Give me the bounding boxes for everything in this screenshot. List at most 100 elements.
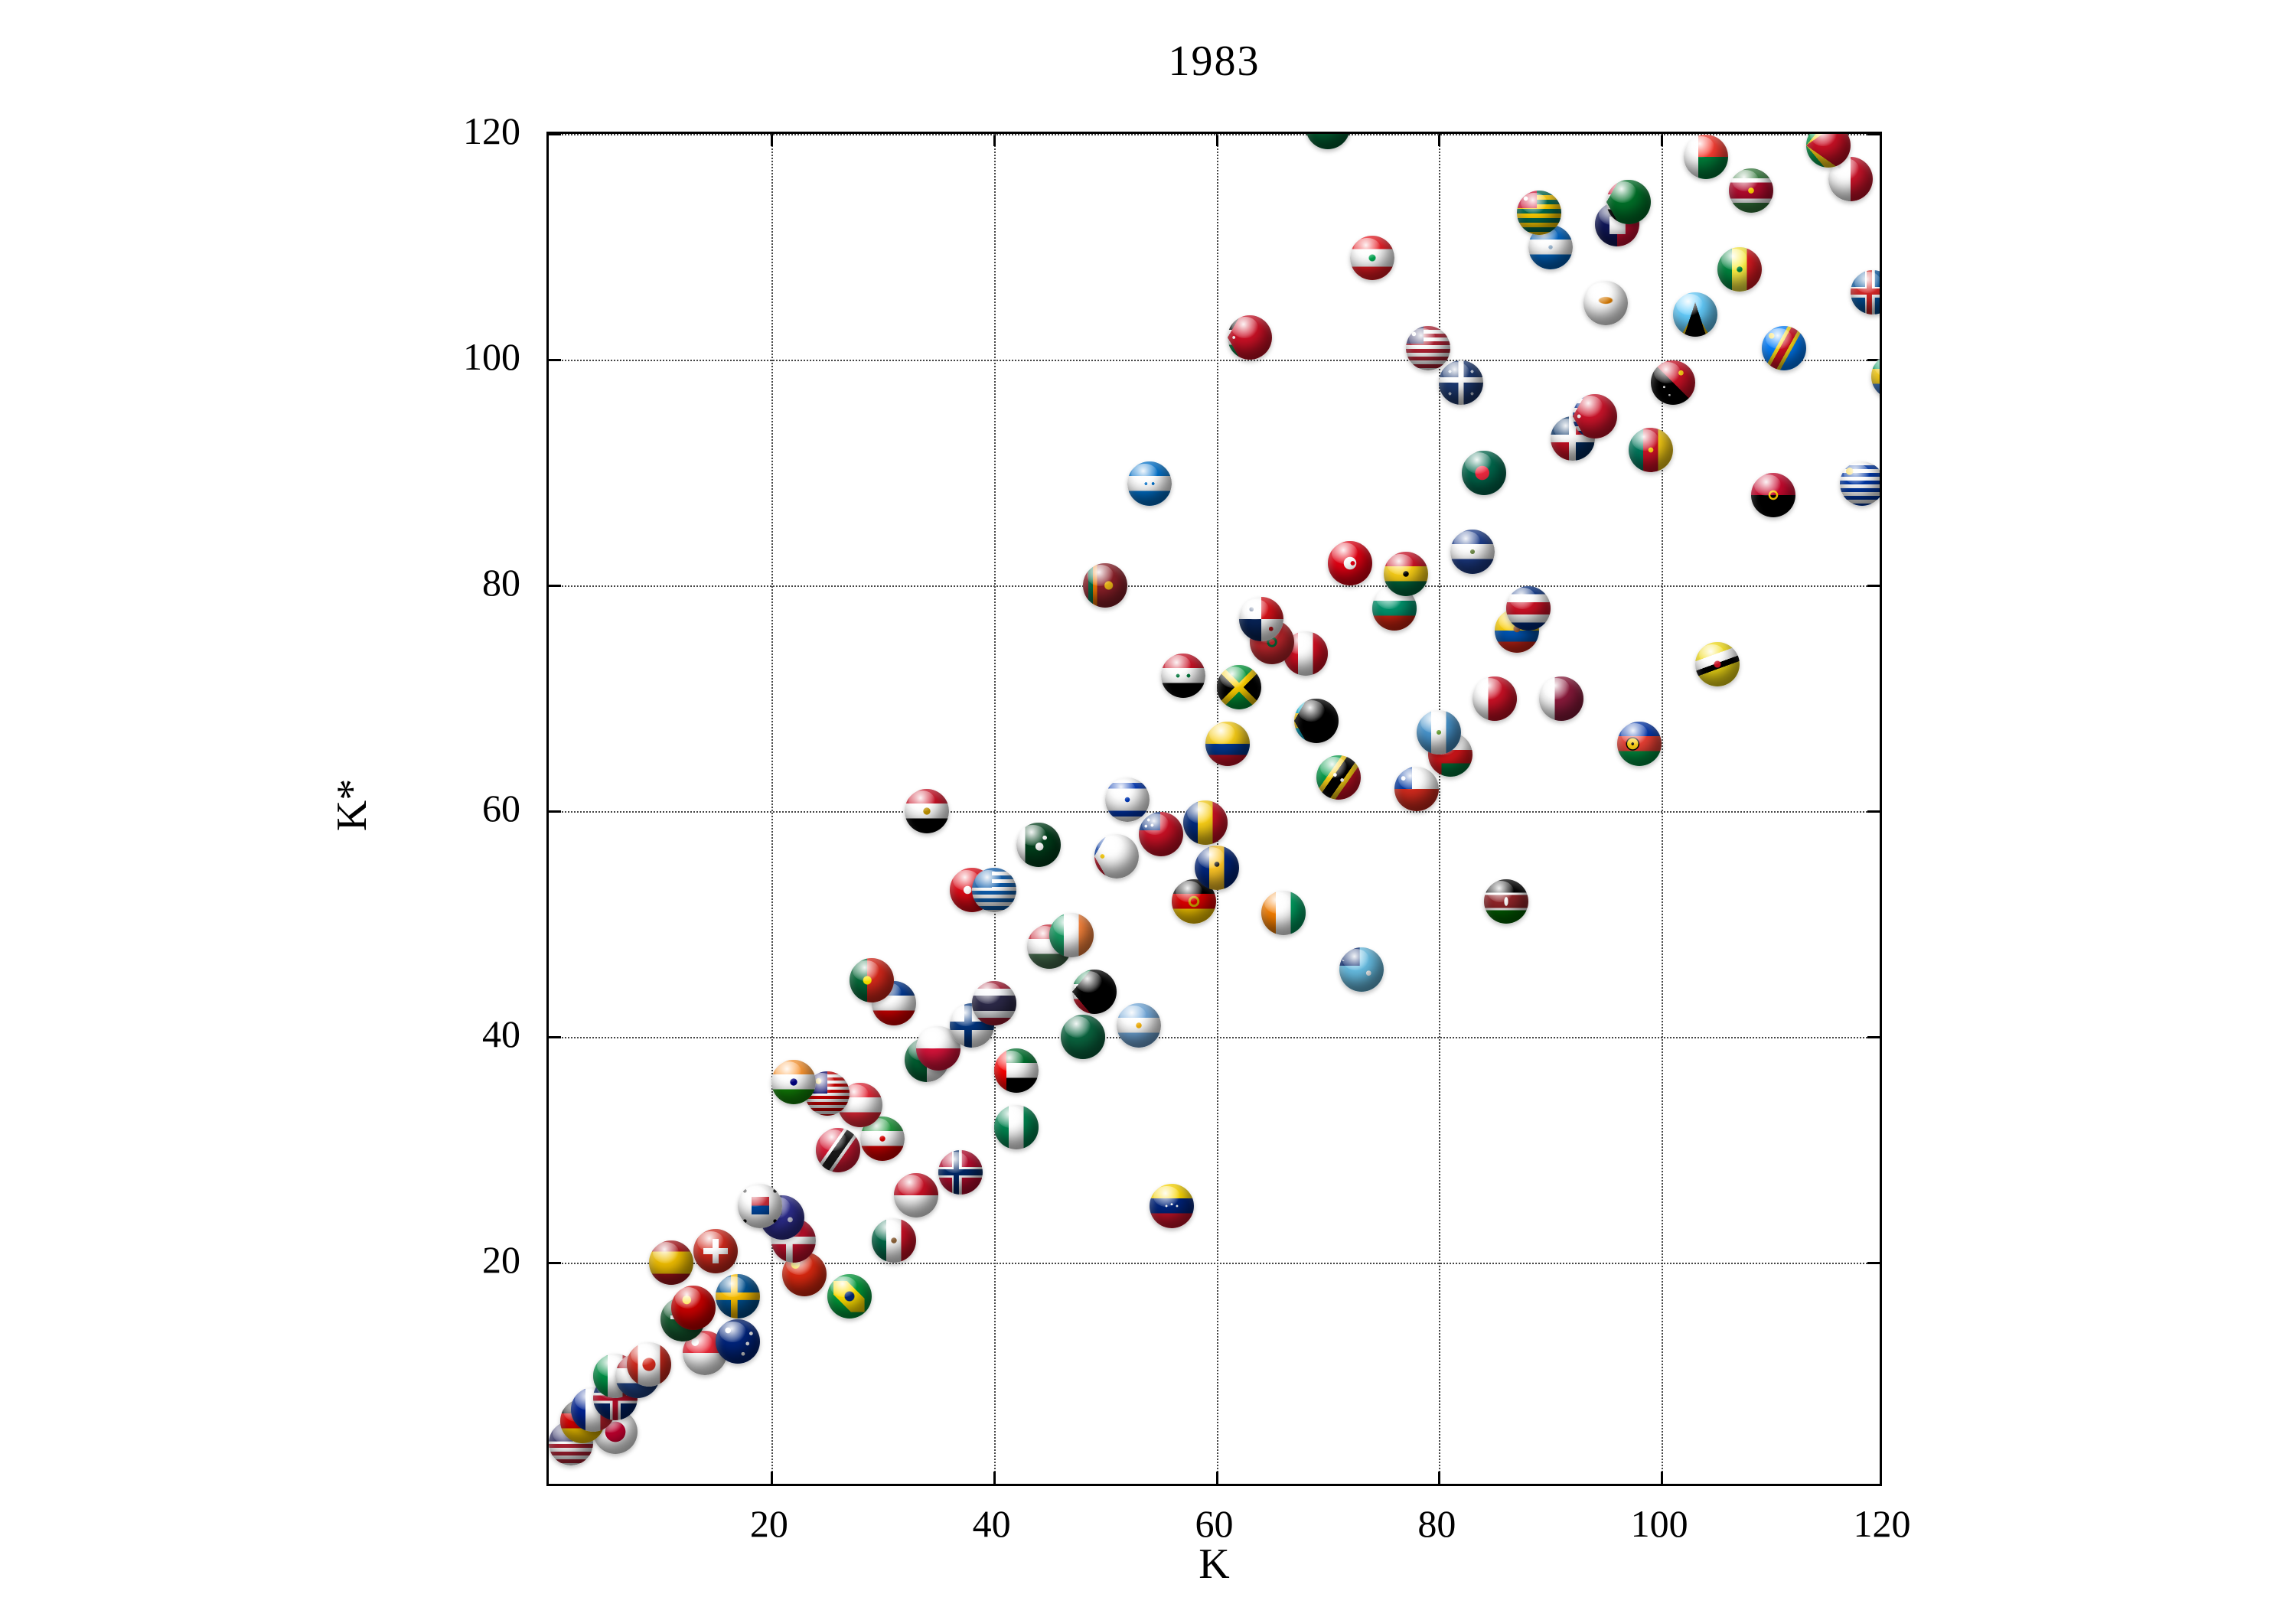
- gridline-x-100: [1662, 134, 1664, 1484]
- gridline-x-80: [1439, 134, 1441, 1484]
- flag-marker-lebanon: [1350, 236, 1395, 281]
- y-tick-label-20: 20: [482, 1238, 520, 1281]
- flag-marker-greece: [971, 868, 1016, 913]
- flag-marker-norway: [938, 1150, 983, 1195]
- flag-marker-saint-lucia: [1672, 292, 1717, 337]
- flag-marker-liberia: [1405, 326, 1450, 371]
- tick-y-80: [1867, 585, 1880, 587]
- flag-marker-mexico: [871, 1217, 916, 1263]
- flag-marker-india: [771, 1060, 816, 1104]
- x-tick-label-20: 20: [749, 1502, 788, 1545]
- tick-x-40: [993, 1472, 996, 1484]
- tick-x-20: [770, 1472, 773, 1484]
- flag-marker-syria: [1160, 654, 1205, 698]
- gridline-y-100: [549, 360, 1880, 361]
- flag-marker-ivory-coast: [1261, 890, 1306, 935]
- tick-y-20: [1867, 1262, 1880, 1264]
- flag-marker-spain: [648, 1240, 693, 1285]
- tick-y-100: [1867, 359, 1880, 361]
- y-tick-label-60: 60: [482, 787, 520, 830]
- flag-marker-tunisia: [1328, 540, 1372, 585]
- y-tick-label-80: 80: [482, 561, 520, 604]
- tick-y-120: [1867, 134, 1880, 135]
- tick-x-60: [1215, 134, 1218, 146]
- flag-marker-argentina: [1116, 1003, 1161, 1048]
- flag-marker-libya: [1061, 1015, 1105, 1059]
- flag-marker-senegal: [1717, 247, 1762, 292]
- flag-marker-ireland: [1049, 913, 1094, 958]
- x-tick-label-80: 80: [1417, 1502, 1456, 1545]
- y-tick-label-120: 120: [463, 109, 520, 152]
- tick-x-20: [770, 134, 773, 146]
- flag-marker-panama: [1238, 597, 1283, 642]
- flag-marker-switzerland: [693, 1229, 739, 1274]
- flag-marker-brunei: [1694, 642, 1740, 687]
- flag-marker-egypt: [905, 789, 950, 833]
- flag-marker-canada: [626, 1341, 671, 1387]
- flag-marker-madagascar: [1684, 134, 1729, 179]
- flag-marker-thailand: [971, 980, 1016, 1025]
- x-tick-label-60: 60: [1195, 1502, 1234, 1545]
- tick-y-40: [1867, 1036, 1880, 1038]
- flag-marker-cuba: [1572, 393, 1617, 438]
- gridline-y-80: [549, 585, 1880, 587]
- chart-title: 1983: [1168, 37, 1261, 85]
- flag-marker-bangladesh: [1461, 450, 1506, 495]
- flag-marker-sudan: [1606, 179, 1651, 224]
- flag-marker-uruguay: [1839, 461, 1880, 507]
- flag-marker-bahamas: [1294, 699, 1339, 743]
- flag-marker-dr-congo: [1762, 326, 1807, 371]
- flag-marker-samoa: [1138, 811, 1183, 856]
- x-axis-label: K: [1199, 1540, 1230, 1588]
- flag-marker-chile: [1394, 766, 1440, 811]
- flag-marker-sweden: [716, 1274, 761, 1319]
- flag-marker-guatemala: [1417, 709, 1462, 755]
- flag-marker-trinidad-and-tobago: [816, 1127, 861, 1172]
- flag-marker-martinique: [1439, 360, 1484, 405]
- flag-marker-mauritania: [1305, 134, 1350, 150]
- flag-marker-philippines: [1094, 834, 1139, 878]
- tick-x-80: [1438, 1472, 1441, 1484]
- flag-marker-ghana: [1383, 552, 1428, 597]
- flag-marker-south-korea: [738, 1184, 783, 1229]
- flag-marker-nigeria: [993, 1105, 1039, 1149]
- flag-marker-indonesia: [893, 1172, 938, 1217]
- flag-marker-costa-rica: [1505, 585, 1551, 631]
- flag-marker-kenya: [1483, 879, 1528, 924]
- flag-marker-suriname: [1728, 168, 1773, 213]
- tick-y-120: [549, 134, 561, 135]
- flag-marker-romania: [1182, 800, 1228, 845]
- tick-x-100: [1661, 1472, 1664, 1484]
- flag-marker-united-arab-emirates: [993, 1048, 1039, 1094]
- flag-marker-new-caledonia: [1617, 721, 1662, 766]
- flag-marker-venezuela: [1150, 1184, 1195, 1229]
- flag-marker-portugal: [849, 958, 894, 1003]
- tick-y-80: [549, 585, 561, 587]
- flag-marker-bahrain: [1473, 676, 1518, 721]
- flag-marker-togo: [1517, 191, 1562, 236]
- tick-y-60: [1867, 810, 1880, 813]
- flag-marker-papua-new-guinea: [1650, 360, 1695, 405]
- flag-marker-jordan: [1228, 315, 1273, 360]
- flag-marker-angola: [1750, 473, 1795, 517]
- y-tick-label-40: 40: [482, 1012, 520, 1055]
- tick-y-40: [549, 1036, 561, 1038]
- tick-x-40: [993, 134, 996, 146]
- tick-x-100: [1661, 134, 1664, 146]
- flag-marker-cyprus: [1583, 281, 1629, 326]
- plot-area: [546, 132, 1882, 1486]
- y-tick-label-100: 100: [463, 335, 520, 378]
- flag-marker-australia: [716, 1319, 761, 1364]
- x-tick-label-120: 120: [1853, 1502, 1911, 1545]
- tick-x-60: [1215, 1472, 1218, 1484]
- gridline-x-40: [993, 134, 996, 1484]
- gridline-y-40: [549, 1037, 1880, 1038]
- flag-marker-jamaica: [1216, 664, 1261, 709]
- flag-marker-sri-lanka: [1083, 563, 1128, 608]
- tick-x-80: [1438, 134, 1441, 146]
- flag-marker-pakistan: [1016, 823, 1061, 868]
- x-tick-label-40: 40: [972, 1502, 1011, 1545]
- flag-marker-qatar: [1539, 676, 1584, 721]
- gridline-x-20: [771, 134, 773, 1484]
